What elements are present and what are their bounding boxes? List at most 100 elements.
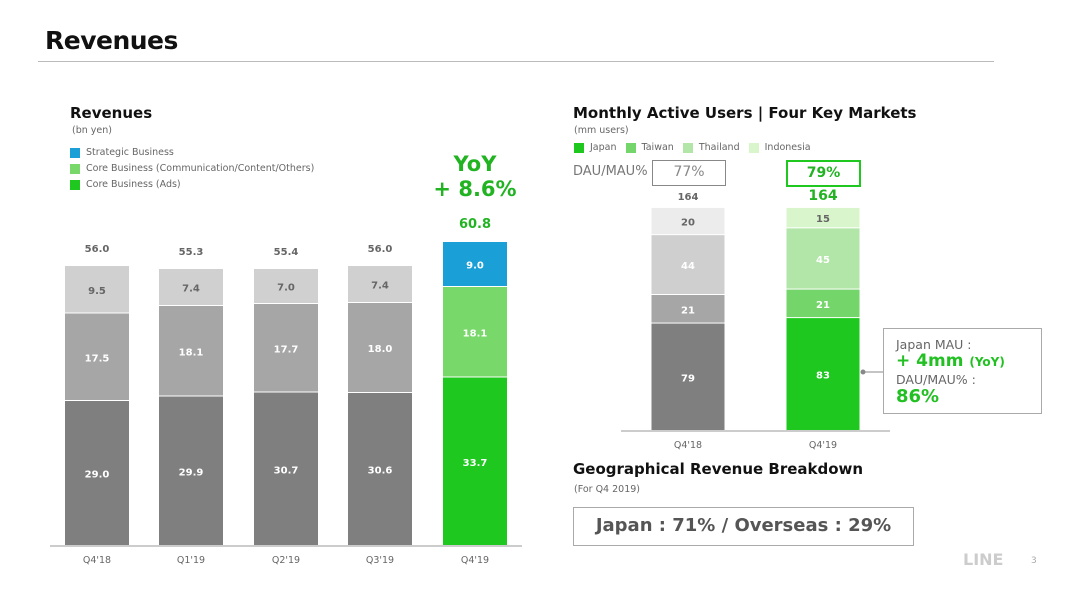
data-label: 29.9 (179, 467, 204, 478)
legend-swatch (625, 142, 636, 153)
data-label: 9.5 (88, 286, 106, 297)
bar-segment (443, 242, 507, 286)
data-label: 83 (816, 371, 830, 382)
geo-subtitle: (For Q4 2019) (574, 484, 640, 495)
legend-swatch (70, 147, 80, 158)
bar-segment (159, 269, 223, 305)
line-logo: LINE (963, 550, 1004, 569)
total-label: 56.0 (85, 244, 110, 255)
revenue-chart: 29.0 17.5 9.5 56.0 Q4'18 29.9 18.1 7.4 55.3 Q1'19… (50, 217, 522, 566)
bar-segment (348, 266, 412, 302)
category-label: Q4'19 (461, 555, 489, 566)
legend-item-core-ads: Core Business (Ads) (70, 179, 314, 190)
data-label: 7.4 (182, 284, 200, 295)
bar-segment (348, 303, 412, 392)
data-label: 18.1 (179, 347, 204, 358)
total-label: 164 (678, 192, 699, 203)
mau-chart-title: Monthly Active Users | Four Key Markets (573, 104, 917, 122)
legend-swatch (70, 163, 80, 174)
legend-label: Taiwan (641, 142, 674, 153)
legend-swatch (70, 179, 80, 190)
bar-segment (65, 266, 129, 313)
bar-segment (443, 377, 507, 545)
legend-label: Core Business (Communication/Content/Oth… (86, 163, 315, 174)
mau-legend: Japan Taiwan Thailand Indonesia (574, 142, 811, 153)
data-label: 79 (681, 373, 695, 384)
bar-segment (65, 401, 129, 545)
dau-mau-label: DAU/MAU% (573, 164, 648, 179)
category-label: Q1'19 (177, 555, 205, 566)
revenue-chart-title: Revenues (70, 104, 153, 122)
callout-japan-mau-label: Japan MAU : (896, 337, 972, 352)
data-label: 9.0 (466, 261, 484, 272)
callout-mau-growth: + 4mm (896, 351, 964, 371)
data-label: 17.5 (85, 353, 110, 364)
bar-segment (651, 295, 725, 323)
mau-chart-unit: (mm users) (574, 125, 629, 136)
legend-item-thailand: Thailand (682, 142, 740, 153)
data-label: 18.0 (368, 344, 393, 355)
data-label: 21 (816, 300, 830, 311)
legend-swatch (574, 142, 584, 153)
data-label: 18.1 (463, 328, 488, 339)
total-label: 60.8 (459, 217, 491, 232)
legend-item-core-communication: Core Business (Communication/Content/Oth… (70, 163, 314, 174)
revenue-chart-unit: (bn yen) (72, 125, 112, 136)
category-label: Q2'19 (272, 555, 300, 566)
page-number: 3 (1031, 556, 1037, 566)
callout-dau-mau-value: 86% (896, 386, 940, 407)
data-label: 30.6 (368, 466, 393, 477)
legend-item-indonesia: Indonesia (748, 142, 811, 153)
bar-segment (159, 396, 223, 545)
data-label: 20 (681, 218, 695, 229)
revenue-legend: Strategic Business Core Business (Commun… (70, 147, 314, 190)
bar-segment (254, 269, 318, 303)
bar-segment (651, 207, 725, 235)
bar-segment (786, 228, 860, 289)
legend-label: Strategic Business (86, 147, 174, 158)
bar-segment (443, 287, 507, 377)
bar-segment (254, 392, 318, 545)
total-label: 55.3 (179, 247, 204, 258)
geo-title: Geographical Revenue Breakdown (573, 460, 864, 478)
yoy-annotation: YoY + 8.6% (420, 152, 530, 202)
legend-label: Thailand (698, 142, 740, 153)
geo-breakdown-box: Japan : 71% / Overseas : 29% (573, 507, 914, 546)
dau-mau-q418: 77% (652, 160, 726, 186)
category-label: Q4'19 (809, 440, 837, 451)
data-label: 17.7 (274, 344, 299, 355)
bar-segment (786, 207, 860, 228)
bar-segment (254, 304, 318, 392)
yoy-label: YoY (453, 152, 497, 176)
data-label: 29.0 (85, 470, 110, 481)
bar-segment (786, 318, 860, 430)
bar-segment (651, 323, 725, 430)
dau-mau-q419: 79% (786, 160, 861, 187)
data-label: 45 (816, 255, 830, 266)
japan-mau-callout: Japan MAU : + 4mm (YoY) DAU/MAU% : 86% (883, 328, 1042, 414)
callout-yoy: (YoY) (969, 355, 1005, 369)
legend-label: Japan (590, 142, 617, 153)
callout-dau-mau-label: DAU/MAU% : (896, 372, 976, 387)
title-divider (38, 61, 994, 62)
total-label: 164 (808, 188, 837, 204)
page-title: Revenues (45, 26, 178, 55)
total-label: 56.0 (368, 244, 393, 255)
bar-segment (65, 313, 129, 400)
total-label: 55.4 (274, 247, 299, 258)
data-label: 21 (681, 305, 695, 316)
bar-segment (348, 393, 412, 545)
callout-dot (860, 369, 866, 375)
data-label: 44 (681, 261, 695, 272)
mau-chart: 79 21 44 20 164 Q4'18 83 21 45 15 164 Q4'19 (621, 188, 890, 451)
bar-segment (786, 289, 860, 318)
legend-item-strategic: Strategic Business (70, 147, 314, 158)
category-label: Q4'18 (83, 555, 111, 566)
data-label: 15 (816, 214, 830, 225)
legend-label: Indonesia (764, 142, 811, 153)
data-label: 7.4 (371, 281, 389, 292)
legend-item-taiwan: Taiwan (625, 142, 674, 153)
data-label: 7.0 (277, 283, 295, 294)
bar-segment (651, 235, 725, 294)
category-label: Q3'19 (366, 555, 394, 566)
